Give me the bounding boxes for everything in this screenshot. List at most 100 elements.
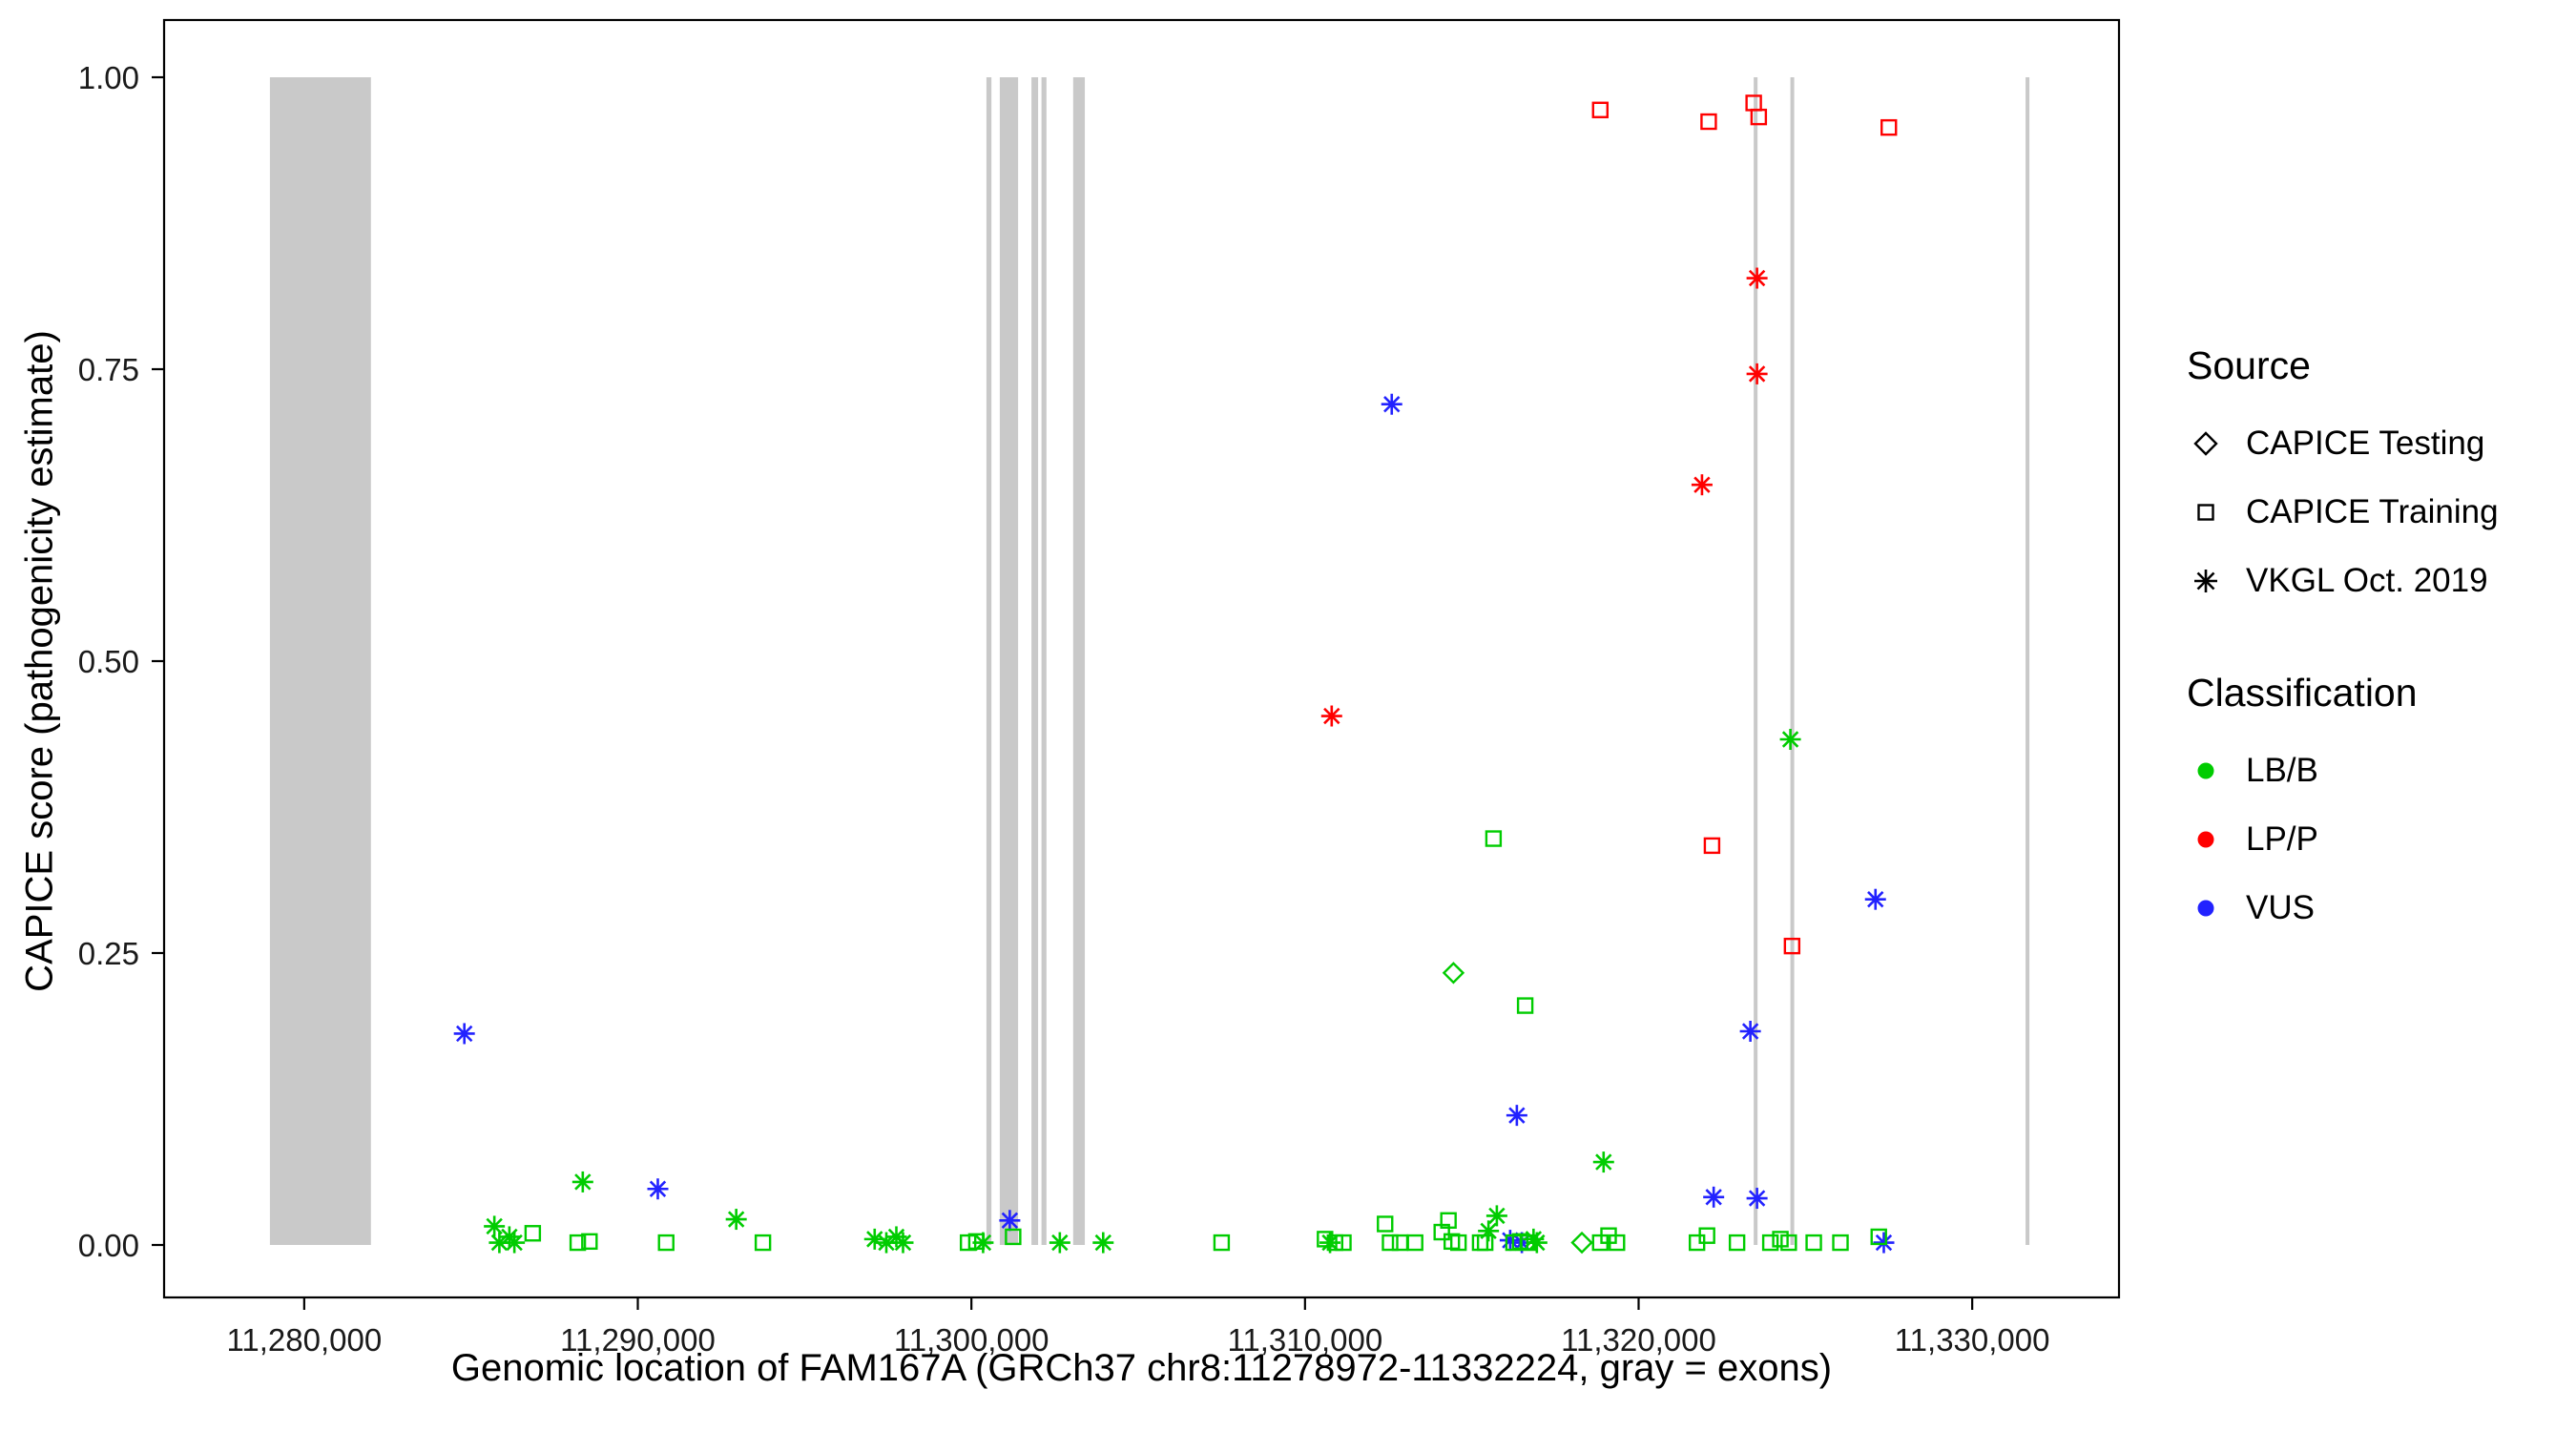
data-point — [581, 1233, 598, 1251]
data-point — [1471, 1234, 1489, 1252]
data-point — [1320, 705, 1342, 727]
legend-item-vus: VUS — [2187, 874, 2499, 943]
exon-band — [1041, 77, 1047, 1245]
data-point — [1449, 1234, 1467, 1252]
data-point — [569, 1234, 587, 1252]
data-point — [1377, 1215, 1394, 1233]
data-point — [1870, 1228, 1887, 1246]
data-point — [1406, 1234, 1423, 1252]
data-point — [1783, 937, 1801, 955]
panel-border — [162, 18, 2121, 1299]
legend-item-capice-training: CAPICE Training — [2187, 478, 2499, 547]
data-point — [453, 1023, 475, 1045]
data-point — [1873, 1232, 1895, 1254]
data-point — [1780, 1234, 1797, 1252]
y-tick-label: 0.75 — [78, 352, 139, 387]
data-point — [1442, 962, 1465, 985]
legend-item-label: LB/B — [2246, 752, 2318, 789]
legend-item-vkgl: VKGL Oct. 2019 — [2187, 547, 2499, 615]
data-point — [1691, 474, 1713, 496]
data-point — [1476, 1234, 1494, 1252]
data-point — [1746, 363, 1768, 384]
data-point — [1609, 1234, 1626, 1252]
data-point — [1880, 118, 1898, 136]
data-point — [1750, 108, 1768, 126]
x-axis-title: Genomic location of FAM167A (GRCh37 chr8… — [450, 1347, 1833, 1389]
data-point — [1805, 1234, 1822, 1252]
exon-band — [1072, 77, 1086, 1245]
data-point — [754, 1234, 772, 1252]
data-point — [1761, 1234, 1779, 1252]
data-point — [1381, 393, 1402, 415]
legend-item-capice-testing: CAPICE Testing — [2187, 409, 2499, 478]
data-point — [1440, 1212, 1457, 1229]
data-point — [484, 1215, 506, 1237]
data-point — [1779, 729, 1801, 751]
exon-band — [1790, 77, 1795, 1245]
data-point — [999, 1210, 1021, 1232]
data-point — [725, 1209, 747, 1231]
data-point — [571, 1171, 593, 1192]
data-point — [1391, 1234, 1409, 1252]
legend-item-lpp: LP/P — [2187, 805, 2499, 874]
data-point — [1478, 1220, 1500, 1242]
data-point — [1698, 1227, 1715, 1244]
data-point — [1506, 1105, 1527, 1127]
data-point — [1570, 1231, 1593, 1255]
diamond-icon — [2193, 431, 2218, 456]
x-tick-label: 11,330,000 — [1895, 1322, 2050, 1358]
y-tick-label: 0.25 — [78, 936, 139, 971]
data-point — [1516, 997, 1534, 1014]
data-point — [1772, 1231, 1789, 1248]
red-dot-icon — [2197, 831, 2214, 848]
data-point — [1700, 113, 1717, 131]
x-tick-label: 11,320,000 — [1561, 1322, 1716, 1358]
legend-item-lbb: LB/B — [2187, 736, 2499, 805]
data-point — [1319, 1232, 1341, 1254]
data-point — [1485, 830, 1503, 847]
exon-band — [2025, 77, 2030, 1245]
data-point — [1703, 837, 1721, 855]
legend-item-label: VKGL Oct. 2019 — [2246, 562, 2488, 599]
legend-item-label: LP/P — [2246, 820, 2318, 858]
exon-band — [999, 77, 1019, 1245]
y-axis-title: CAPICE score (pathogenicity estimate) — [18, 330, 61, 992]
exon-band — [1754, 77, 1758, 1245]
data-point — [1728, 1234, 1746, 1252]
data-point — [657, 1234, 675, 1252]
x-tick-label: 11,280,000 — [226, 1322, 382, 1358]
x-tick-label: 11,290,000 — [560, 1322, 716, 1358]
data-point — [1381, 1234, 1399, 1252]
square-icon — [2197, 504, 2214, 521]
y-tick-label: 0.00 — [78, 1228, 139, 1263]
legend-item-label: CAPICE Training — [2246, 493, 2499, 530]
data-point — [1703, 1186, 1725, 1208]
data-point — [524, 1225, 542, 1242]
data-point — [1485, 1205, 1507, 1227]
data-point — [863, 1228, 885, 1250]
data-point — [1739, 1021, 1761, 1043]
exon-band — [269, 77, 371, 1245]
data-point — [972, 1232, 994, 1254]
data-point — [1526, 1232, 1548, 1254]
data-point — [504, 1232, 526, 1254]
data-point — [1213, 1234, 1231, 1252]
blue-dot-icon — [2197, 900, 2214, 917]
data-point — [1092, 1232, 1114, 1254]
data-point — [1591, 101, 1609, 118]
legend-item-label: CAPICE Testing — [2246, 425, 2485, 462]
data-point — [1746, 267, 1768, 289]
data-point — [1005, 1228, 1022, 1246]
legend: Source CAPICE Testing CAPICE Training VK… — [2187, 343, 2499, 943]
data-point — [1832, 1234, 1849, 1252]
exon-band — [1031, 77, 1039, 1245]
x-tick-label: 11,310,000 — [1227, 1322, 1382, 1358]
data-point — [1746, 1188, 1768, 1210]
green-dot-icon — [2197, 762, 2214, 779]
data-point — [892, 1232, 914, 1254]
data-point — [1049, 1232, 1070, 1254]
legend-item-label: VUS — [2246, 889, 2315, 926]
legend-classification-title: Classification — [2187, 671, 2418, 715]
